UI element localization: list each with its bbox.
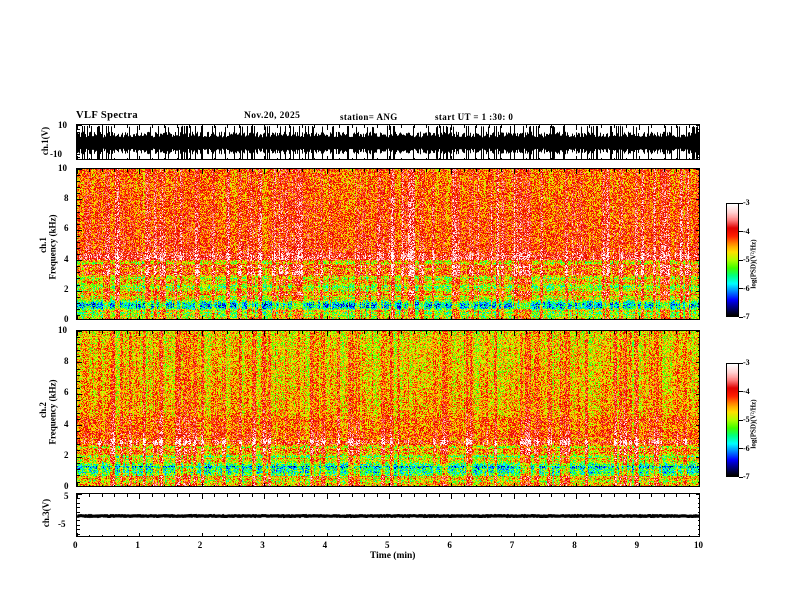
panel-ch2-spectrogram-ylabel-ch: ch.2 <box>37 402 48 418</box>
panel-ch2-spectrogram-ytick-2: 4 <box>64 419 69 429</box>
colorbar-ch1-tick-3: -6 <box>743 283 750 293</box>
ch1-waveform-canvas <box>77 125 699 159</box>
colorbar-ch1-tickmark-3 <box>739 288 743 289</box>
colorbar-ch1-tickmark-4 <box>739 316 743 318</box>
panel-ch1-spectrogram-ylabel-ch: ch.1 <box>37 237 48 253</box>
colorbar-ch2-tick-0: -3 <box>743 358 750 367</box>
panel-ch2-spectrogram-ytick-3: 6 <box>64 387 69 397</box>
panel-ch1-volts-ytick-1: -10 <box>50 149 62 159</box>
panel-ch1-spectrogram-ytick-4: 8 <box>64 193 69 203</box>
xaxis-tick-7: 7 <box>509 540 515 550</box>
panel-ch1-spectrogram-ytick-2: 4 <box>64 254 69 264</box>
panel-ch3-volts-ylabel: ch.3(V) <box>41 498 52 528</box>
panel-ch1-spectrogram-ytick-1: 2 <box>64 284 69 294</box>
colorbar-ch2-tickmark-2 <box>739 419 743 421</box>
xaxis-tick-9: 9 <box>634 540 640 550</box>
colorbar-ch2-tick-4: -7 <box>743 472 750 481</box>
figure-date: Nov.20, 2025 <box>244 111 301 121</box>
colorbar-ch2 <box>726 363 739 477</box>
colorbar-ch1-tickmark-2 <box>739 259 743 261</box>
colorbar-ch1-tick-0: -3 <box>743 198 750 207</box>
colorbar-ch2-label: log(PSD)(V²/Hz) <box>749 399 758 449</box>
xaxis-tick-0: 0 <box>73 540 78 550</box>
panel-ch3-volts-ytick-1: -5 <box>58 519 66 529</box>
colorbar-ch1-tick-2: -5 <box>743 255 750 264</box>
panel-ch1-spectrogram-ytick-0: 0 <box>64 314 69 324</box>
colorbar-ch2-tickmark-0 <box>739 362 743 364</box>
panel-ch2-spectrogram-ytick-5: 10 <box>58 325 67 335</box>
colorbar-ch2-tick-1: -4 <box>743 386 750 396</box>
colorbar-ch2-gradient <box>727 364 738 476</box>
ch3-waveform-canvas <box>77 494 699 536</box>
panel-ch3-volts <box>76 493 700 537</box>
figure-title: VLF Spectra <box>76 110 139 121</box>
panel-ch3-volts-ytick-0: 5 <box>64 491 69 501</box>
ch1-spectrogram-canvas <box>77 169 699 319</box>
colorbar-ch1 <box>726 203 739 317</box>
panel-ch1-volts-ylabel: ch.1(V) <box>40 126 51 156</box>
panel-ch1-spectrogram-ytick-3: 6 <box>64 223 69 233</box>
panel-ch2-spectrogram <box>76 330 700 487</box>
colorbar-ch1-gradient <box>727 204 738 316</box>
xaxis-tick-3: 3 <box>260 540 265 550</box>
xaxis-tick-1: 1 <box>135 540 140 550</box>
colorbar-ch1-tick-1: -4 <box>743 226 750 236</box>
xaxis-label: Time (min) <box>370 551 416 561</box>
figure-station: station= ANG <box>340 112 398 122</box>
colorbar-ch1-tickmark-1 <box>739 231 743 232</box>
panel-ch2-spectrogram-ytick-4: 8 <box>64 356 69 366</box>
xaxis-tick-4: 4 <box>322 540 328 550</box>
xaxis-tick-8: 8 <box>572 540 577 550</box>
colorbar-ch2-tickmark-3 <box>739 448 743 449</box>
panel-ch1-spectrogram-ylabel-freq: Frequency (kHz) <box>47 214 58 280</box>
xaxis-tick-5: 5 <box>385 540 390 550</box>
colorbar-ch2-tickmark-4 <box>739 476 743 478</box>
panel-ch2-spectrogram-ytick-0: 0 <box>64 481 69 491</box>
ch2-spectrogram-canvas <box>77 331 699 486</box>
colorbar-ch2-tick-3: -6 <box>743 443 750 453</box>
xaxis-tick-2: 2 <box>197 540 203 550</box>
colorbar-ch1-tickmark-0 <box>739 202 743 204</box>
figure-start-ut: start UT = 1 :30: 0 <box>435 112 514 122</box>
xaxis-tick-6: 6 <box>447 540 452 550</box>
colorbar-ch1-tick-4: -7 <box>743 312 750 321</box>
panel-ch1-volts-ytick-0: 10 <box>58 120 67 130</box>
panel-ch1-spectrogram-ytick-5: 10 <box>58 163 67 173</box>
panel-ch2-spectrogram-ylabel-freq: Frequency (kHz) <box>47 379 58 445</box>
panel-ch1-spectrogram <box>76 168 700 320</box>
panel-ch1-volts <box>76 124 700 160</box>
panel-ch2-spectrogram-ytick-1: 2 <box>64 450 69 460</box>
colorbar-ch2-tickmark-1 <box>739 391 743 392</box>
colorbar-ch1-label: log(PSD)(V²/Hz) <box>749 239 758 289</box>
colorbar-ch2-tick-2: -5 <box>743 415 750 424</box>
xaxis-tick-10: 10 <box>694 540 703 550</box>
